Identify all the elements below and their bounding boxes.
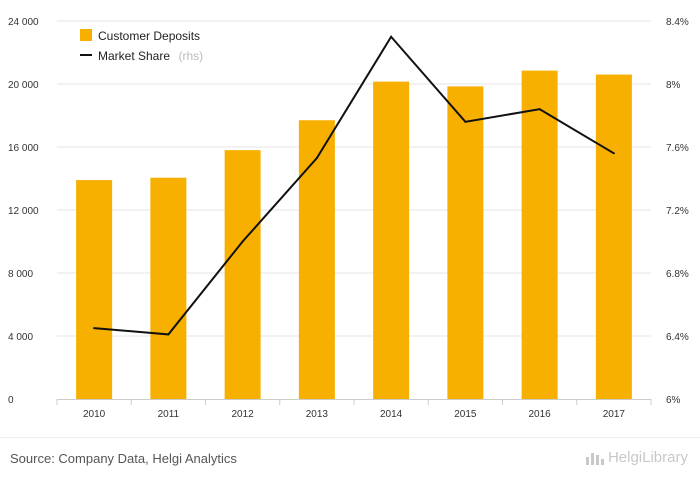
x-tick-label: 2014 bbox=[380, 409, 403, 420]
y-left-tick-label: 12 000 bbox=[8, 206, 39, 217]
line-point-2013 bbox=[315, 157, 318, 160]
market-share-line bbox=[94, 35, 615, 336]
y-right-tick-label: 8.4% bbox=[666, 17, 689, 28]
y-left-tick-label: 8 000 bbox=[8, 269, 33, 280]
x-tick-label: 2013 bbox=[306, 409, 329, 420]
y-left-tick-label: 4 000 bbox=[8, 332, 33, 343]
bar-2017 bbox=[595, 74, 632, 400]
line-point-2017 bbox=[612, 152, 615, 155]
footer-divider bbox=[0, 437, 700, 438]
line-point-2012 bbox=[241, 240, 244, 243]
legend-label-market-share-suffix: (rhs) bbox=[178, 49, 203, 63]
bar-2012 bbox=[224, 150, 261, 399]
bar-2014 bbox=[373, 81, 410, 399]
line-point-2011 bbox=[167, 333, 170, 336]
legend: Customer Deposits Market Share (rhs) bbox=[80, 29, 203, 64]
line-point-2014 bbox=[390, 35, 393, 38]
x-tick-label: 2011 bbox=[158, 409, 180, 420]
y-right-tick-label: 7.2% bbox=[666, 206, 689, 217]
x-tick-label: 2017 bbox=[603, 409, 626, 420]
bar-2013 bbox=[298, 120, 335, 399]
bar-series-customer-deposits bbox=[76, 70, 632, 400]
library-icon bbox=[585, 451, 604, 465]
y-left-tick-label: 24 000 bbox=[8, 17, 39, 28]
bar-2011 bbox=[150, 177, 187, 399]
bar-2010 bbox=[76, 180, 113, 399]
x-tick-label: 2016 bbox=[529, 409, 552, 420]
y-right-tick-label: 6.4% bbox=[666, 332, 689, 343]
line-point-2016 bbox=[538, 108, 541, 111]
y-right-tick-label: 7.6% bbox=[666, 143, 689, 154]
line-point-2015 bbox=[464, 120, 467, 123]
legend-swatch-customer-deposits bbox=[80, 29, 92, 41]
line-series-market-share bbox=[93, 35, 615, 336]
line-point-2010 bbox=[93, 327, 96, 330]
legend-label-customer-deposits: Customer Deposits bbox=[98, 29, 200, 43]
y-right-tick-label: 6.8% bbox=[666, 269, 689, 280]
brand-name: HelgiLibrary bbox=[607, 449, 688, 466]
y-left-tick-label: 16 000 bbox=[8, 143, 39, 154]
bar-2016 bbox=[521, 70, 558, 400]
bar-2015 bbox=[447, 86, 484, 400]
grid-lines bbox=[57, 20, 651, 337]
x-tick-label: 2012 bbox=[232, 409, 255, 420]
brand-logo: HelgiLibrary bbox=[585, 449, 688, 466]
source-note: Source: Company Data, Helgi Analytics bbox=[10, 451, 237, 466]
x-tick-label: 2015 bbox=[454, 409, 477, 420]
legend-label-market-share-name: Market Share bbox=[98, 49, 170, 63]
axes: 0 4 000 8 000 12 000 16 000 20 000 24 000 6% 6.4… bbox=[8, 17, 689, 420]
y-left-tick-label: 0 bbox=[8, 395, 14, 406]
y-left-tick-label: 20 000 bbox=[8, 80, 39, 91]
y-right-tick-label: 8% bbox=[666, 80, 681, 91]
x-tick-label: 2010 bbox=[83, 409, 106, 420]
legend-label-market-share: Market Share (rhs) bbox=[98, 47, 203, 64]
y-right-tick-label: 6% bbox=[666, 395, 681, 406]
